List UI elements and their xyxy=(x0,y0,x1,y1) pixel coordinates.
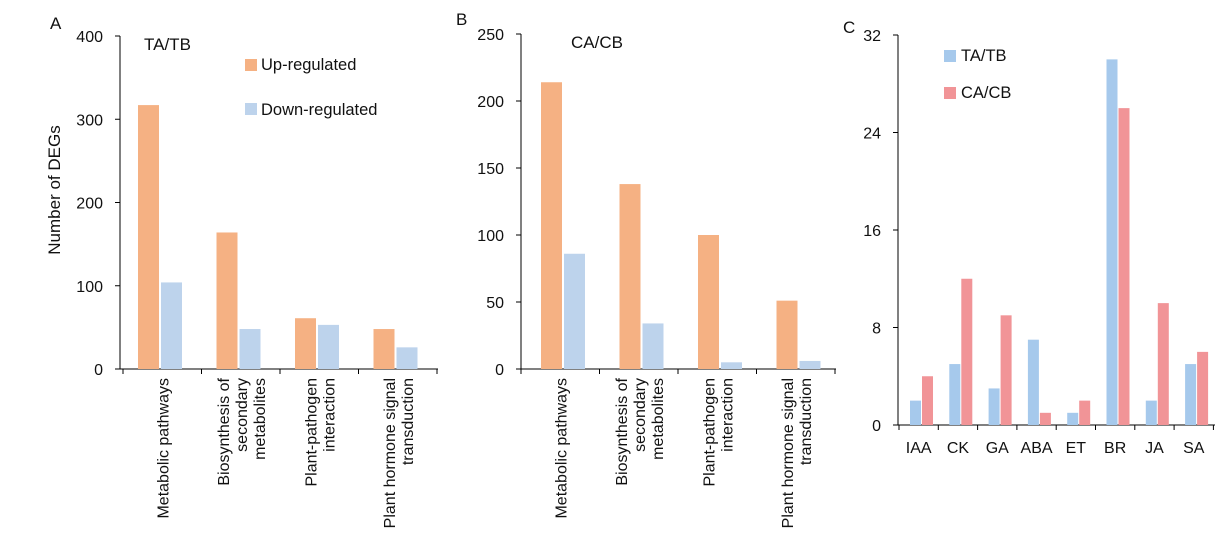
legend-swatch-up-regulated xyxy=(245,59,257,71)
panel-b-bar-down-regulated-3 xyxy=(721,362,742,369)
panel-b-category-label: Plant-pathogen xyxy=(701,378,718,487)
panel-c-bar-ca-cb-1 xyxy=(922,376,933,425)
panel-a-y-tick-label: 100 xyxy=(76,279,103,296)
panel-c-bar-ca-cb-7 xyxy=(1157,303,1169,425)
panel-c: C 0 8 16 24 32 IAA CK GA ABA ET BR JA SA TA/TB CA/C… xyxy=(843,18,1215,457)
panel-a-categories: Metabolic pathways Biosynthesis of seconda… xyxy=(155,377,417,528)
panel-c-y-tick-label: 16 xyxy=(863,223,881,240)
panel-c-bar-ta-tb-1 xyxy=(910,400,921,425)
panel-b-y-tick-label: 100 xyxy=(477,228,504,245)
panel-a-bar-up-regulated-3 xyxy=(295,318,316,369)
panel-b-category-label: Plant hormone signal xyxy=(780,378,797,528)
panel-c-category-label: CK xyxy=(947,440,970,457)
panel-a-category-label: Plant-pathogen xyxy=(303,378,320,487)
panel-b-bar-down-regulated-2 xyxy=(642,323,664,369)
panel-b-bar-down-regulated-1 xyxy=(564,253,585,369)
panel-a-legend: Up-regulated Down-regulated xyxy=(245,56,377,119)
panel-c-category-label: JA xyxy=(1145,440,1164,457)
panel-a-bar-down-regulated-4 xyxy=(396,347,418,369)
panel-b-y-tick-label: 150 xyxy=(477,161,504,178)
panel-a-bar-up-regulated-1 xyxy=(138,105,159,369)
panel-a-bar-down-regulated-2 xyxy=(239,329,261,369)
panel-b-bar-up-regulated-2 xyxy=(619,184,641,369)
panel-b-y-tick-label: 50 xyxy=(486,295,504,312)
panel-a-bars xyxy=(138,105,418,369)
panel-a: A TA/TB Number of DEGs 0 100 200 300 400 Met… xyxy=(45,14,438,528)
panel-c-bar-ta-tb-2 xyxy=(949,364,961,425)
panel-a-y-axis-label: Number of DEGs xyxy=(45,125,64,254)
panel-a-bar-down-regulated-1 xyxy=(161,282,182,369)
panel-a-category-label: Plant hormone signal xyxy=(382,378,399,528)
panel-c-bar-ca-cb-2 xyxy=(961,278,973,425)
panel-a-title: TA/TB xyxy=(144,35,191,54)
panel-c-y-tick-label: 8 xyxy=(872,321,881,338)
panel-c-category-label: ET xyxy=(1066,440,1087,457)
panel-c-bar-ca-cb-3 xyxy=(1000,315,1012,425)
panel-c-categories: IAA CK GA ABA ET BR JA SA xyxy=(906,440,1205,457)
panel-c-category-label: BR xyxy=(1104,440,1126,457)
panel-c-category-label: IAA xyxy=(906,440,932,457)
panel-c-y-tick-label: 32 xyxy=(863,28,881,45)
panel-c-bar-ta-tb-7 xyxy=(1145,400,1157,425)
panel-c-bar-ta-tb-4 xyxy=(1027,339,1039,425)
panel-a-y-tick-label: 200 xyxy=(76,196,103,213)
panel-b-category-label: interaction xyxy=(719,378,736,452)
legend-swatch-down-regulated xyxy=(245,103,257,115)
panel-b-title: CA/CB xyxy=(571,33,623,52)
panel-b-bar-up-regulated-1 xyxy=(541,82,562,370)
panel-a-bar-up-regulated-2 xyxy=(216,232,238,369)
legend-swatch-ta-tb xyxy=(944,50,956,62)
panel-b-bar-down-regulated-4 xyxy=(799,360,821,369)
legend-label-ta-tb: TA/TB xyxy=(961,47,1007,65)
legend-label-ca-cb: CA/CB xyxy=(961,84,1011,102)
panel-a-bar-up-regulated-4 xyxy=(373,329,395,369)
panel-a-category-label: Metabolic pathways xyxy=(155,378,172,519)
panel-c-y-tick-label: 0 xyxy=(872,418,881,435)
panel-a-label: A xyxy=(50,14,62,33)
panel-a-category-label: transduction xyxy=(400,378,417,465)
panel-b-y-tick-label: 200 xyxy=(477,94,504,111)
panel-b-y-tick-label: 0 xyxy=(495,362,504,379)
panel-a-y-tick-label: 0 xyxy=(94,362,103,379)
panel-c-category-label: SA xyxy=(1183,440,1205,457)
panel-b-category-label: Metabolic pathways xyxy=(553,378,570,519)
panel-b-category-label: transduction xyxy=(798,378,815,465)
panel-c-bar-ta-tb-3 xyxy=(988,388,1000,425)
legend-label-up-regulated: Up-regulated xyxy=(261,56,356,74)
panel-b-bar-up-regulated-4 xyxy=(776,300,798,369)
panel-b-bars xyxy=(541,82,821,370)
panel-c-label: C xyxy=(843,18,855,37)
panel-b-category-label: secondary xyxy=(632,378,649,452)
legend-label-down-regulated: Down-regulated xyxy=(261,101,377,119)
panel-a-y-tick-label: 300 xyxy=(76,112,103,129)
panel-a-bar-down-regulated-3 xyxy=(318,324,339,369)
panel-b-categories: Metabolic pathways Biosynthesis of seconda… xyxy=(553,377,815,528)
panel-c-bars xyxy=(910,59,1209,425)
panel-a-axes: 0 100 200 300 400 xyxy=(76,29,438,379)
panel-a-category-label: Biosynthesis of xyxy=(216,377,233,485)
panel-b-category-label: Biosynthesis of xyxy=(614,377,631,485)
panel-c-bar-ta-tb-5 xyxy=(1067,412,1079,425)
panel-c-bar-ta-tb-8 xyxy=(1185,364,1197,425)
panel-b-y-tick-label: 250 xyxy=(477,27,504,44)
panel-a-category-label: interaction xyxy=(321,378,338,452)
panel-c-bar-ca-cb-8 xyxy=(1197,351,1209,425)
panel-a-category-label: secondary xyxy=(234,378,251,452)
panel-a-y-tick-label: 400 xyxy=(76,29,103,46)
panel-b-bar-up-regulated-3 xyxy=(698,235,719,369)
panel-c-legend: TA/TB CA/CB xyxy=(944,47,1011,102)
panel-c-bar-ca-cb-4 xyxy=(1039,412,1051,425)
panel-c-bar-ca-cb-6 xyxy=(1118,108,1130,425)
panel-a-category-label: metabolites xyxy=(252,378,269,460)
legend-swatch-ca-cb xyxy=(944,87,956,99)
panel-b-category-label: metabolites xyxy=(650,378,667,460)
panel-b-label: B xyxy=(456,10,467,29)
panel-c-bar-ta-tb-6 xyxy=(1106,59,1118,425)
panel-b: B CA/CB 0 50 100 150 200 250 Metabolic pathwa… xyxy=(456,10,836,528)
panel-c-bar-ca-cb-5 xyxy=(1079,400,1091,425)
panel-c-category-label: ABA xyxy=(1021,440,1053,457)
panel-c-category-label: GA xyxy=(986,440,1009,457)
panel-c-y-tick-label: 24 xyxy=(863,126,881,143)
